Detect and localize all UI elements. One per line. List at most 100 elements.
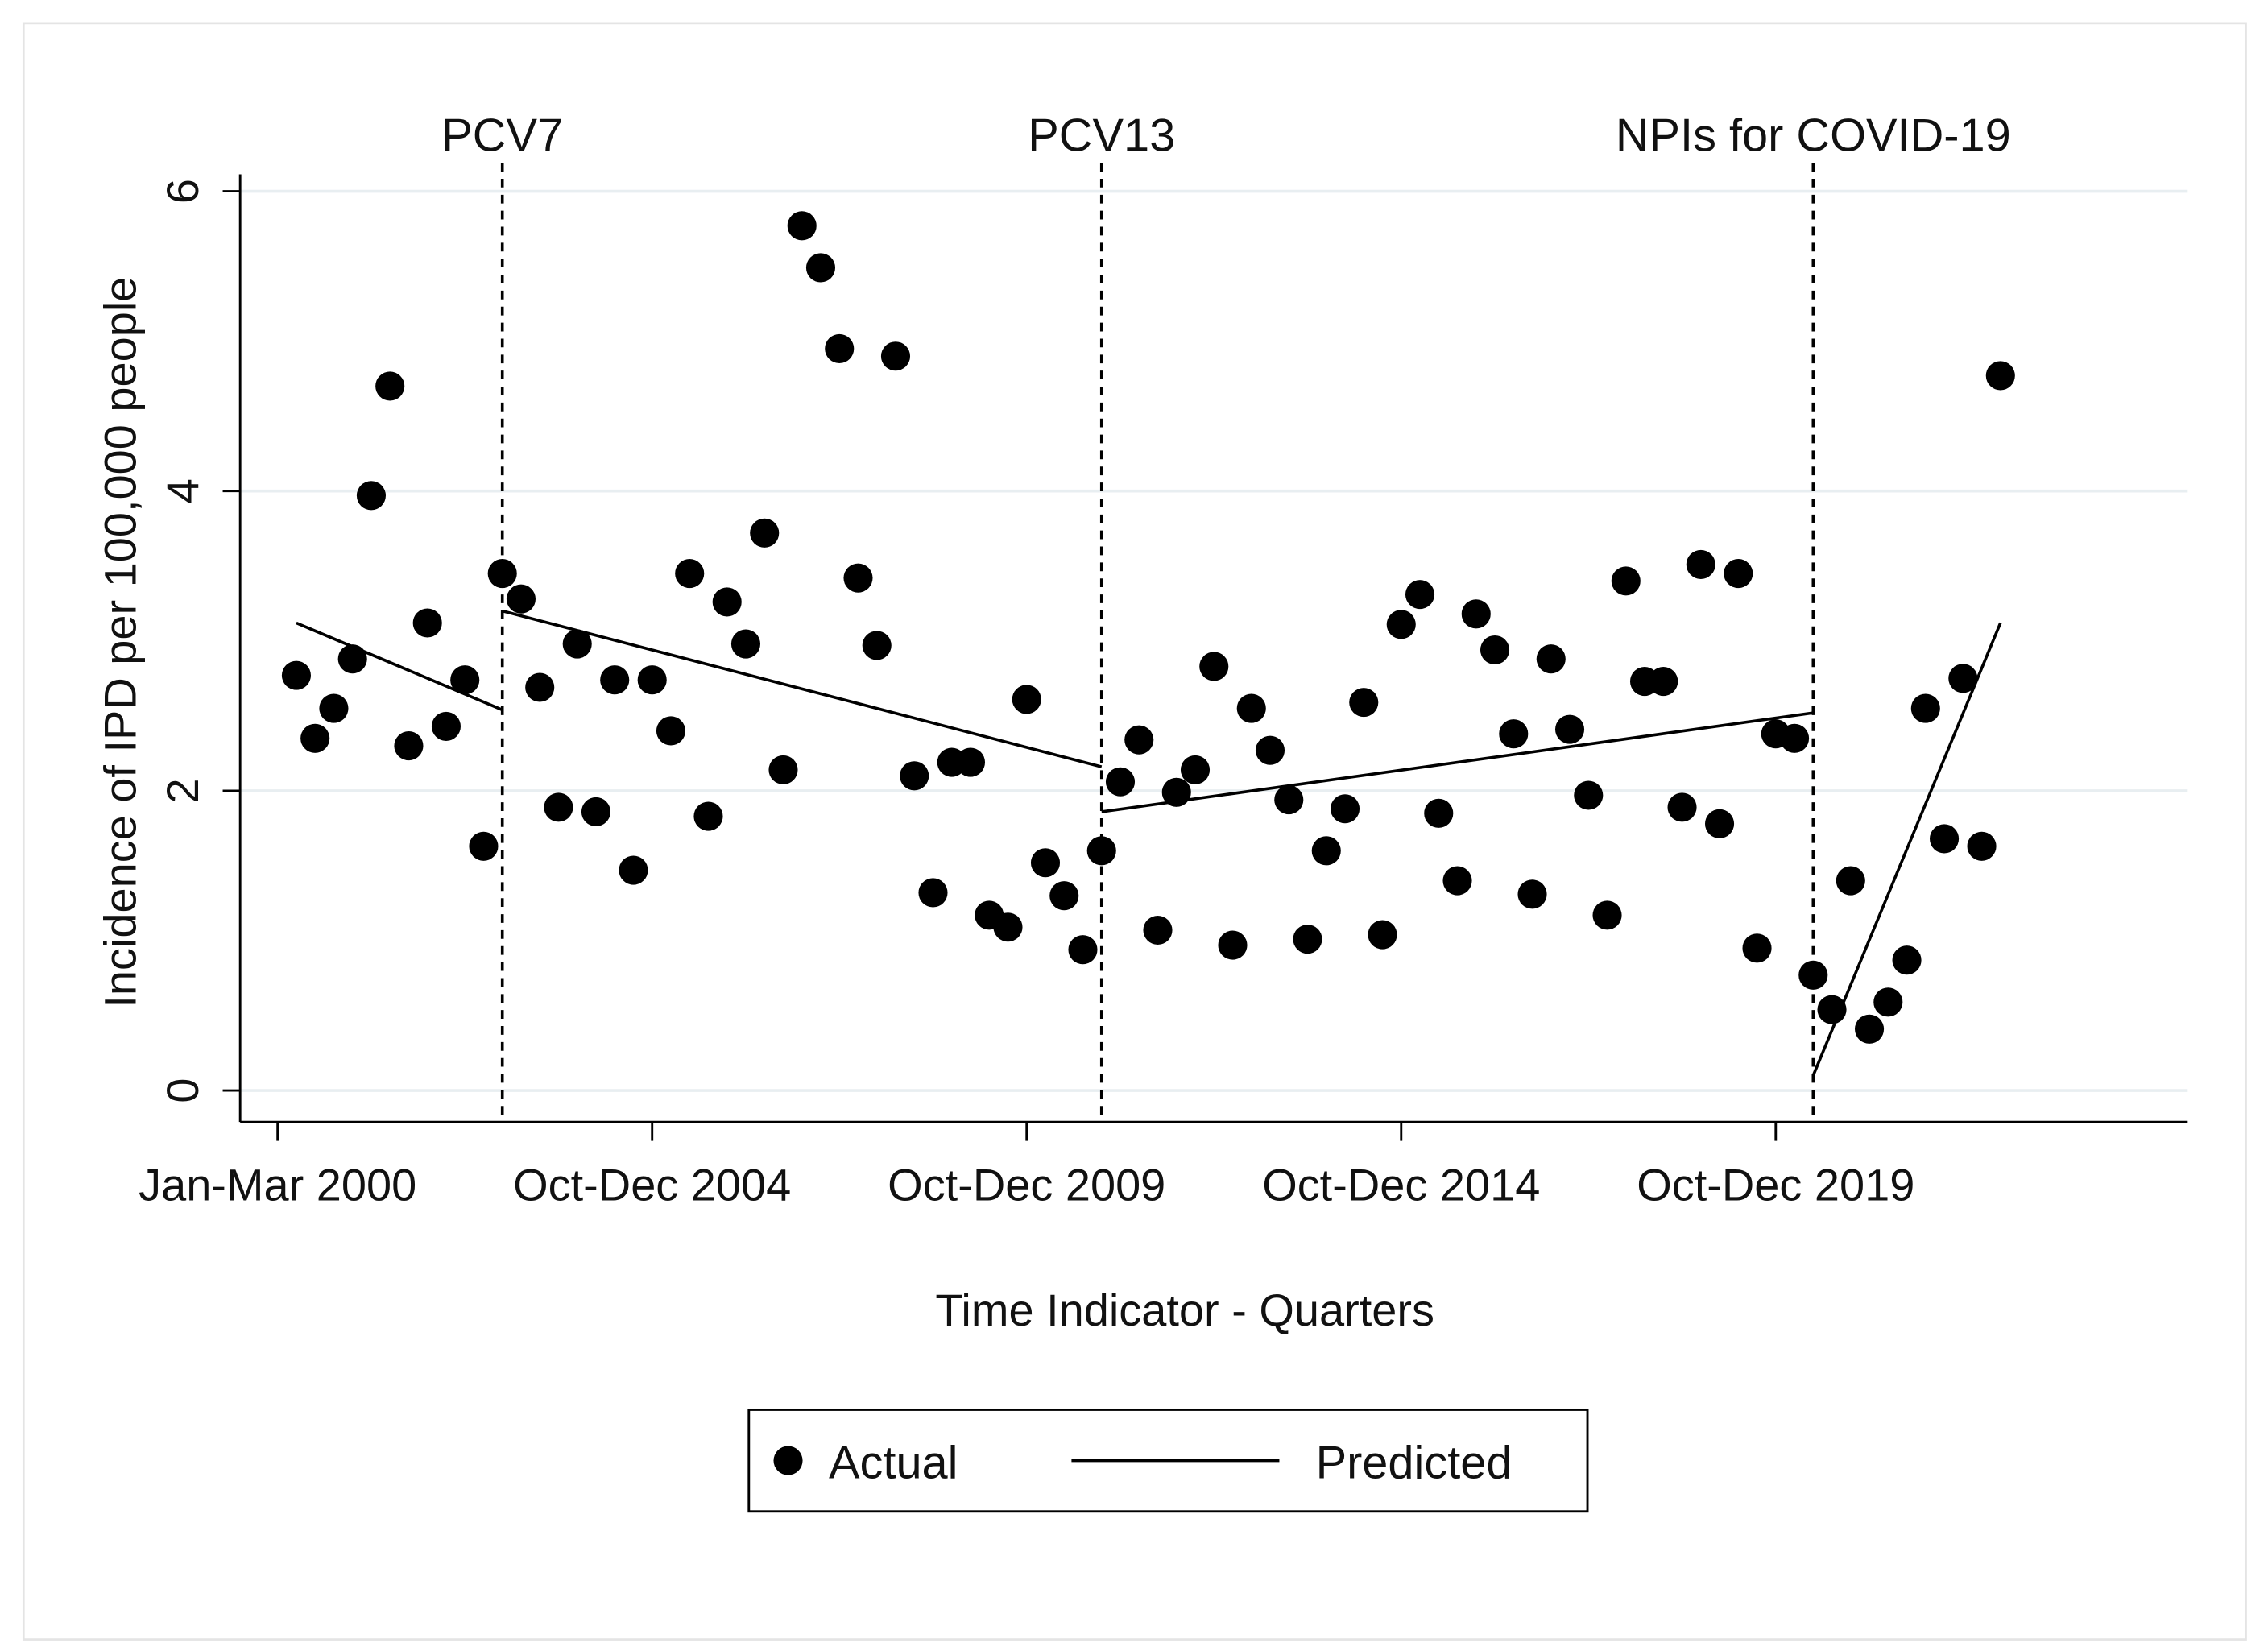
legend: Actual Predicted	[747, 1408, 1589, 1513]
actual-point	[1592, 900, 1622, 930]
actual-point	[1293, 925, 1322, 954]
actual-point	[1311, 836, 1341, 866]
actual-point	[487, 559, 517, 589]
actual-point	[1649, 667, 1678, 697]
x-tick-label: Jan-Mar 2000	[139, 1160, 416, 1210]
actual-point	[1798, 960, 1828, 990]
actual-point	[900, 761, 929, 791]
actual-point	[544, 792, 573, 822]
actual-point	[1405, 580, 1435, 610]
actual-point	[1068, 935, 1098, 965]
actual-point	[394, 731, 424, 761]
actual-point	[1967, 831, 1997, 861]
actual-point	[506, 584, 536, 614]
actual-point	[431, 711, 461, 741]
actual-point	[1536, 644, 1566, 674]
actual-point	[1161, 777, 1191, 807]
actual-point	[1779, 723, 1810, 753]
legend-label: Actual	[829, 1437, 958, 1488]
actual-point	[1124, 725, 1154, 755]
actual-point	[825, 333, 855, 363]
actual-point	[1873, 987, 1903, 1017]
actual-point	[1461, 599, 1491, 629]
actual-point	[880, 341, 911, 371]
actual-point	[1105, 767, 1136, 797]
actual-point	[656, 716, 686, 746]
actual-point	[993, 912, 1023, 942]
actual-point	[750, 518, 780, 548]
actual-point	[1985, 361, 2015, 391]
actual-point	[412, 608, 442, 638]
actual-point	[1574, 780, 1604, 810]
actual-point	[675, 559, 705, 589]
actual-point	[525, 672, 555, 702]
actual-point	[1255, 735, 1285, 765]
actual-point	[862, 631, 892, 660]
actual-point	[1930, 824, 1960, 854]
y-tick-label: 6	[157, 179, 208, 204]
actual-point	[600, 665, 630, 695]
actual-point	[1030, 848, 1061, 878]
actual-point	[1368, 920, 1397, 950]
actual-point	[1236, 693, 1266, 723]
actual-point	[450, 665, 480, 695]
actual-point	[1836, 866, 1865, 896]
actual-point	[1349, 688, 1379, 718]
actual-point	[1012, 685, 1041, 714]
intervention-label: PCV13	[1028, 110, 1175, 162]
actual-point	[1086, 836, 1116, 866]
actual-point	[1910, 693, 1940, 723]
actual-point	[1517, 879, 1547, 909]
actual-point	[1686, 549, 1715, 579]
predicted-line	[1101, 711, 1814, 813]
actual-point	[619, 855, 648, 885]
actual-point	[300, 723, 330, 753]
actual-point	[730, 629, 761, 659]
x-tick-label: Oct-Dec 2009	[888, 1160, 1165, 1210]
predicted-line	[502, 609, 1103, 768]
predicted-line	[1811, 622, 2002, 1077]
actual-point	[356, 481, 386, 511]
actual-point	[1742, 933, 1772, 963]
actual-point	[843, 563, 873, 593]
x-tick-label: Oct-Dec 2019	[1637, 1160, 1914, 1210]
actual-point	[1611, 566, 1641, 596]
actual-point	[1499, 719, 1529, 749]
actual-point	[712, 587, 742, 617]
actual-point	[581, 797, 611, 827]
y-axis-title: Incidence of IPD per 100,000 people	[94, 277, 145, 1008]
actual-point	[1424, 798, 1454, 828]
actual-point	[768, 755, 798, 784]
marks: PCV7 PCV13 NPIs for COVID-19	[281, 110, 2015, 1121]
actual-point	[1274, 785, 1304, 815]
intervention-label: PCV7	[441, 110, 563, 162]
actual-point	[469, 831, 499, 861]
actual-point	[1386, 610, 1416, 639]
actual-point	[281, 660, 311, 690]
x-tick-label: Oct-Dec 2004	[513, 1160, 791, 1210]
actual-point	[1554, 714, 1585, 744]
predicted-line	[296, 621, 503, 712]
y-tick-label: 2	[157, 778, 208, 803]
x-axis-title: Time Indicator - Quarters	[935, 1285, 1434, 1335]
actual-point	[1218, 930, 1248, 960]
actual-point	[1704, 809, 1735, 838]
actual-point	[693, 801, 723, 831]
actual-point	[1948, 664, 1978, 693]
actual-point	[1330, 794, 1360, 824]
actual-point	[1049, 881, 1079, 911]
actual-point	[1143, 915, 1173, 945]
actual-point	[319, 693, 349, 723]
x-tick-label: Oct-Dec 2014	[1262, 1160, 1540, 1210]
actual-point	[1667, 792, 1697, 822]
actual-point	[1199, 652, 1229, 681]
intervention-label: NPIs for COVID-19	[1616, 110, 2011, 162]
legend-marker	[773, 1446, 803, 1475]
actual-point	[805, 253, 836, 283]
actual-point	[1480, 635, 1510, 665]
actual-point	[337, 644, 367, 674]
y-tick-label: 4	[157, 478, 208, 503]
actual-point	[1855, 1014, 1885, 1044]
actual-point	[918, 878, 948, 908]
